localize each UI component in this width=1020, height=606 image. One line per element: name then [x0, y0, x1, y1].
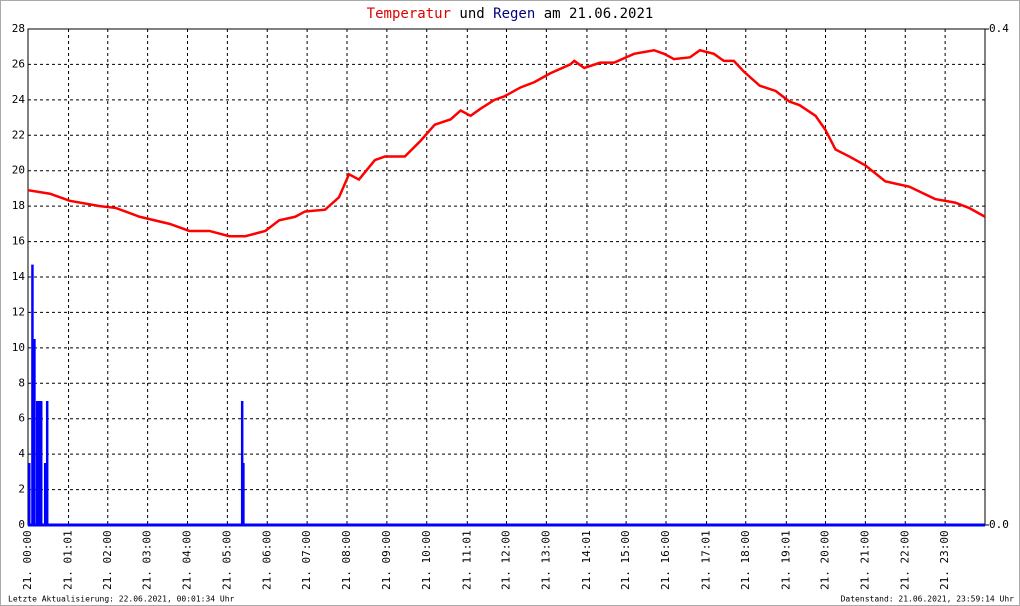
x-tick-label: 21. 15:00 — [619, 530, 632, 590]
y2-tick-label: 0.0 — [989, 518, 1009, 531]
footer-left: Letzte Aktualisierung: 22.06.2021, 00:01… — [8, 595, 235, 604]
rain-bar — [31, 264, 34, 525]
x-tick-label: 21. 14:01 — [580, 530, 593, 590]
y-tick-label: 14 — [12, 270, 26, 283]
rain-bar — [39, 401, 43, 525]
x-tick-label: 21. 04:00 — [181, 530, 194, 590]
x-tick-label: 21. 08:00 — [340, 530, 353, 590]
rain-bar — [33, 339, 36, 525]
x-tick-label: 21. 05:00 — [220, 530, 233, 590]
title-rain: Regen — [493, 6, 535, 22]
chart-title: Temperatur und Regen am 21.06.2021 — [367, 6, 654, 22]
y-tick-label: 4 — [18, 447, 25, 460]
x-tick-label: 21. 07:00 — [300, 530, 313, 590]
x-tick-label: 21. 20:00 — [819, 530, 832, 590]
y-tick-label: 20 — [12, 164, 25, 177]
x-tick-label: 21. 03:00 — [141, 530, 154, 590]
x-tick-label: 21. 23:00 — [938, 530, 951, 590]
x-tick-label: 21. 12:00 — [500, 530, 513, 590]
footer-right: Datenstand: 21.06.2021, 23:59:14 Uhr — [841, 595, 1015, 604]
rain-bar — [35, 401, 39, 525]
x-tick-label: 21. 18:00 — [739, 530, 752, 590]
x-tick-label: 21. 13:00 — [539, 530, 552, 590]
y-tick-label: 0 — [18, 518, 25, 531]
rain-bar — [28, 463, 31, 525]
y-tick-label: 8 — [18, 376, 25, 389]
x-tick-label: 21. 19:01 — [779, 530, 792, 590]
title-temp: Temperatur — [367, 6, 451, 22]
x-tick-label: 21. 10:00 — [420, 530, 433, 590]
x-tick-label: 21. 02:00 — [101, 530, 114, 590]
x-tick-label: 21. 09:00 — [380, 530, 393, 590]
x-tick-label: 21. 17:01 — [700, 530, 713, 590]
y-tick-label: 2 — [18, 483, 25, 496]
temperature-line — [27, 48, 986, 238]
x-tick-label: 21. 21:00 — [858, 530, 871, 590]
y-tick-label: 22 — [12, 128, 25, 141]
rain-bar — [242, 463, 245, 525]
x-tick-label: 21. 06:00 — [260, 530, 273, 590]
rain-bar — [43, 463, 47, 525]
y-tick-label: 16 — [12, 235, 25, 248]
y-tick-label: 10 — [12, 341, 25, 354]
title-connector: und — [459, 6, 484, 22]
rain-bar — [45, 401, 49, 525]
y-tick-label: 12 — [12, 305, 25, 318]
x-tick-label: 21. 16:00 — [659, 530, 672, 590]
y-tick-label: 18 — [12, 199, 25, 212]
y-tick-label: 6 — [18, 412, 25, 425]
x-tick-label: 21. 01:01 — [62, 530, 75, 590]
y-tick-label: 28 — [12, 22, 25, 35]
x-tick-label: 21. 11:01 — [460, 530, 473, 590]
x-tick-label: 21. 00:00 — [21, 530, 34, 590]
y-tick-label: 26 — [12, 57, 25, 70]
y2-tick-label: 0.4 — [989, 22, 1009, 35]
y-tick-label: 24 — [12, 93, 26, 106]
rain-bar — [37, 401, 41, 525]
x-tick-label: 21. 22:00 — [898, 530, 911, 590]
title-suffix: am 21.06.2021 — [544, 6, 654, 22]
